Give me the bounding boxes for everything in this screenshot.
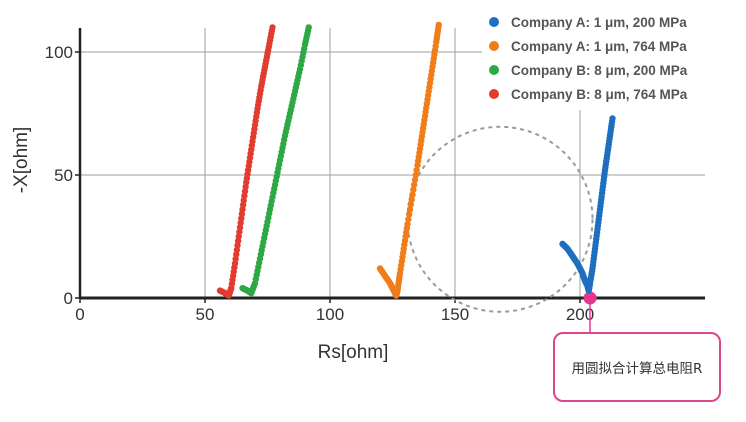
y-tick-label: 0 <box>64 289 73 308</box>
legend-marker <box>489 17 499 27</box>
data-point <box>413 166 420 174</box>
fit-circle <box>406 125 594 313</box>
data-point <box>269 24 276 31</box>
series-2 <box>376 21 442 299</box>
legend: Company A: 1 μm, 200 MPa Company A: 1 μm,… <box>482 10 728 110</box>
series-4 <box>216 24 276 299</box>
data-point <box>410 181 418 189</box>
data-point <box>609 115 616 122</box>
data-point <box>407 201 415 208</box>
legend-entry: Company A: 1 μm, 200 MPa <box>511 15 687 30</box>
legend-entry: Company A: 1 μm, 764 MPa <box>511 39 687 54</box>
data-point <box>408 196 415 203</box>
y-tick-label: 50 <box>54 166 73 185</box>
y-tick-label: 100 <box>45 43 73 62</box>
y-axis-title: -X[ohm] <box>11 127 32 194</box>
data-point <box>435 21 442 29</box>
fit-annotation <box>406 125 597 332</box>
legend-entry: Company B: 8 μm, 200 MPa <box>511 63 688 78</box>
data-point <box>412 171 420 179</box>
data-point <box>405 216 412 223</box>
data-point <box>410 186 417 193</box>
data-point <box>409 191 416 198</box>
legend-marker <box>489 65 499 75</box>
series-1 <box>559 115 616 294</box>
series-3 <box>239 24 312 297</box>
data-point <box>305 24 312 31</box>
x-tick-label: 150 <box>441 305 469 324</box>
legend-marker <box>489 89 499 99</box>
data-point <box>405 211 413 218</box>
x-tick-label: 100 <box>316 305 344 324</box>
fit-intercept-marker <box>583 291 597 305</box>
legend-marker <box>489 41 499 51</box>
x-axis-title: Rs[ohm] <box>318 342 389 363</box>
data-point <box>411 176 419 184</box>
axes: 0 50 100 150 200 0 50 100 <box>45 28 705 324</box>
x-tick-label: 0 <box>75 305 84 324</box>
legend-entry: Company B: 8 μm, 764 MPa <box>511 87 688 102</box>
data-series <box>216 21 616 299</box>
legend-background <box>482 10 728 110</box>
x-tick-label: 50 <box>196 305 215 324</box>
annotation-text: 用圆拟合计算总电阻R <box>571 361 703 377</box>
annotation-callout: 用圆拟合计算总电阻R <box>553 332 721 402</box>
x-tick-label: 200 <box>566 305 594 324</box>
data-point <box>404 221 411 228</box>
data-point <box>406 206 414 213</box>
